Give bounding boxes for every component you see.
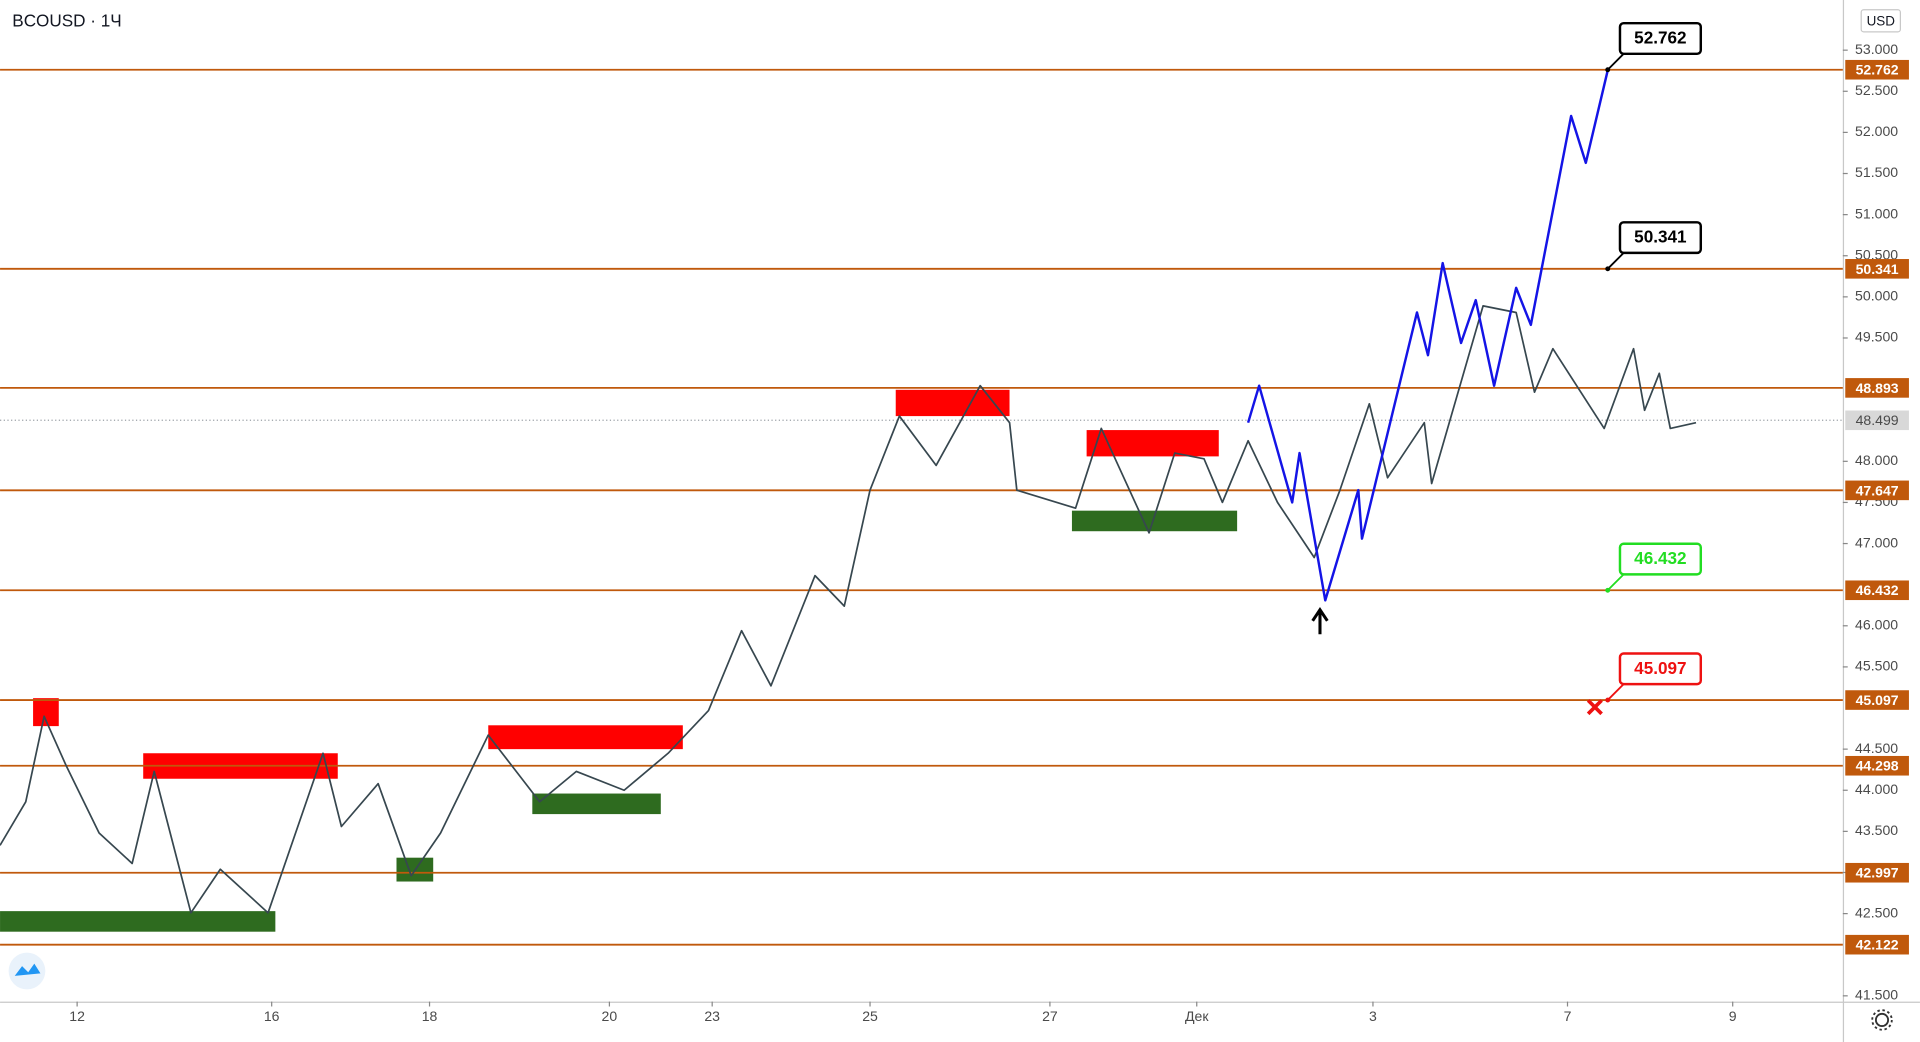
settings[interactable]	[1871, 1009, 1893, 1031]
level-label: 44.298	[1856, 758, 1899, 774]
x-tick-label: 12	[69, 1008, 85, 1024]
callout-box	[1618, 221, 1703, 255]
y-tick-label: 52.000	[1855, 123, 1898, 139]
x-tick-label: 23	[704, 1008, 720, 1024]
y-tick-label: 53.000	[1855, 41, 1898, 57]
zone	[488, 725, 683, 750]
level-label-bg	[1845, 259, 1909, 279]
gear	[1874, 1012, 1890, 1028]
y-tick-label: 42.500	[1855, 904, 1898, 920]
callout-box	[1618, 652, 1703, 686]
currency: USD	[1867, 14, 1896, 29]
x-tick-label: Дек	[1185, 1008, 1209, 1024]
zone	[1086, 430, 1219, 457]
price-line	[1246, 69, 1610, 602]
level-label-bg	[1845, 480, 1909, 501]
logo[interactable]	[8, 952, 46, 990]
y-tick-label: 49.500	[1855, 329, 1898, 345]
level-label: 46.432	[1856, 582, 1899, 598]
x-tick-label: 18	[422, 1008, 438, 1024]
y-tick-label: 50.000	[1855, 288, 1898, 304]
y-tick-label: 51.500	[1855, 164, 1898, 180]
x-tick-label: 9	[1729, 1008, 1737, 1024]
currency-box[interactable]	[1860, 9, 1901, 33]
gear-teeth	[1871, 1009, 1893, 1031]
x-tick-label: 16	[264, 1008, 280, 1024]
zone	[0, 911, 276, 932]
price-line	[0, 305, 1697, 914]
zone	[895, 389, 1010, 417]
logo-mark	[14, 963, 41, 976]
stop-cross	[1586, 699, 1603, 716]
level-label: 48.893	[1856, 380, 1899, 396]
level-label: 50.341	[1856, 261, 1899, 277]
level-label: 42.997	[1856, 865, 1899, 881]
level-label-bg	[1845, 580, 1909, 601]
x-tick-label: 20	[602, 1008, 618, 1024]
zone	[1071, 510, 1238, 532]
zone	[532, 793, 661, 815]
y-tick-label: 44.000	[1855, 781, 1898, 797]
up-arrow	[1311, 607, 1329, 635]
level-label-bg	[1845, 690, 1909, 710]
x-tick-label: 7	[1564, 1008, 1572, 1024]
level-label-bg	[1845, 934, 1909, 955]
x-tick-label: 25	[862, 1008, 878, 1024]
y-tick-label: 48.000	[1855, 452, 1898, 468]
callout-label: 52.762	[1634, 28, 1686, 48]
y-tick-label: 41.500	[1855, 987, 1898, 1003]
x-tick-label: 27	[1042, 1008, 1058, 1024]
level-label: 52.762	[1856, 62, 1899, 78]
y-tick-label: 45.500	[1855, 658, 1898, 674]
level-label: 42.122	[1856, 937, 1899, 953]
level-label-bg	[1845, 378, 1909, 398]
level-label-bg	[1845, 862, 1909, 883]
y-tick-label: 50.500	[1855, 246, 1898, 262]
callout-label: 45.097	[1634, 658, 1686, 678]
last-price-label: 48.499	[1856, 412, 1899, 428]
y-tick-label: 52.500	[1855, 82, 1898, 98]
level-label-bg	[1845, 59, 1909, 80]
y-tick-label: 43.500	[1855, 822, 1898, 838]
chart-title: BCOUSD · 1Ч	[12, 11, 121, 31]
plot	[0, 68, 1843, 946]
callout-box	[1618, 21, 1703, 56]
level-label: 45.097	[1856, 692, 1899, 708]
last-price-bg	[1845, 410, 1909, 431]
y-tick-label: 44.500	[1855, 740, 1898, 756]
x-tick-label: 3	[1369, 1008, 1377, 1024]
y-tick-label: 47.000	[1855, 534, 1898, 550]
callout-box	[1618, 542, 1703, 576]
y-tick-label: 46.000	[1855, 617, 1898, 633]
level-label-bg	[1845, 755, 1909, 776]
callout-label: 50.341	[1634, 227, 1687, 247]
y-tick-label: 51.000	[1855, 205, 1898, 221]
callout-label: 46.432	[1634, 548, 1686, 568]
level-label: 47.647	[1856, 482, 1899, 498]
